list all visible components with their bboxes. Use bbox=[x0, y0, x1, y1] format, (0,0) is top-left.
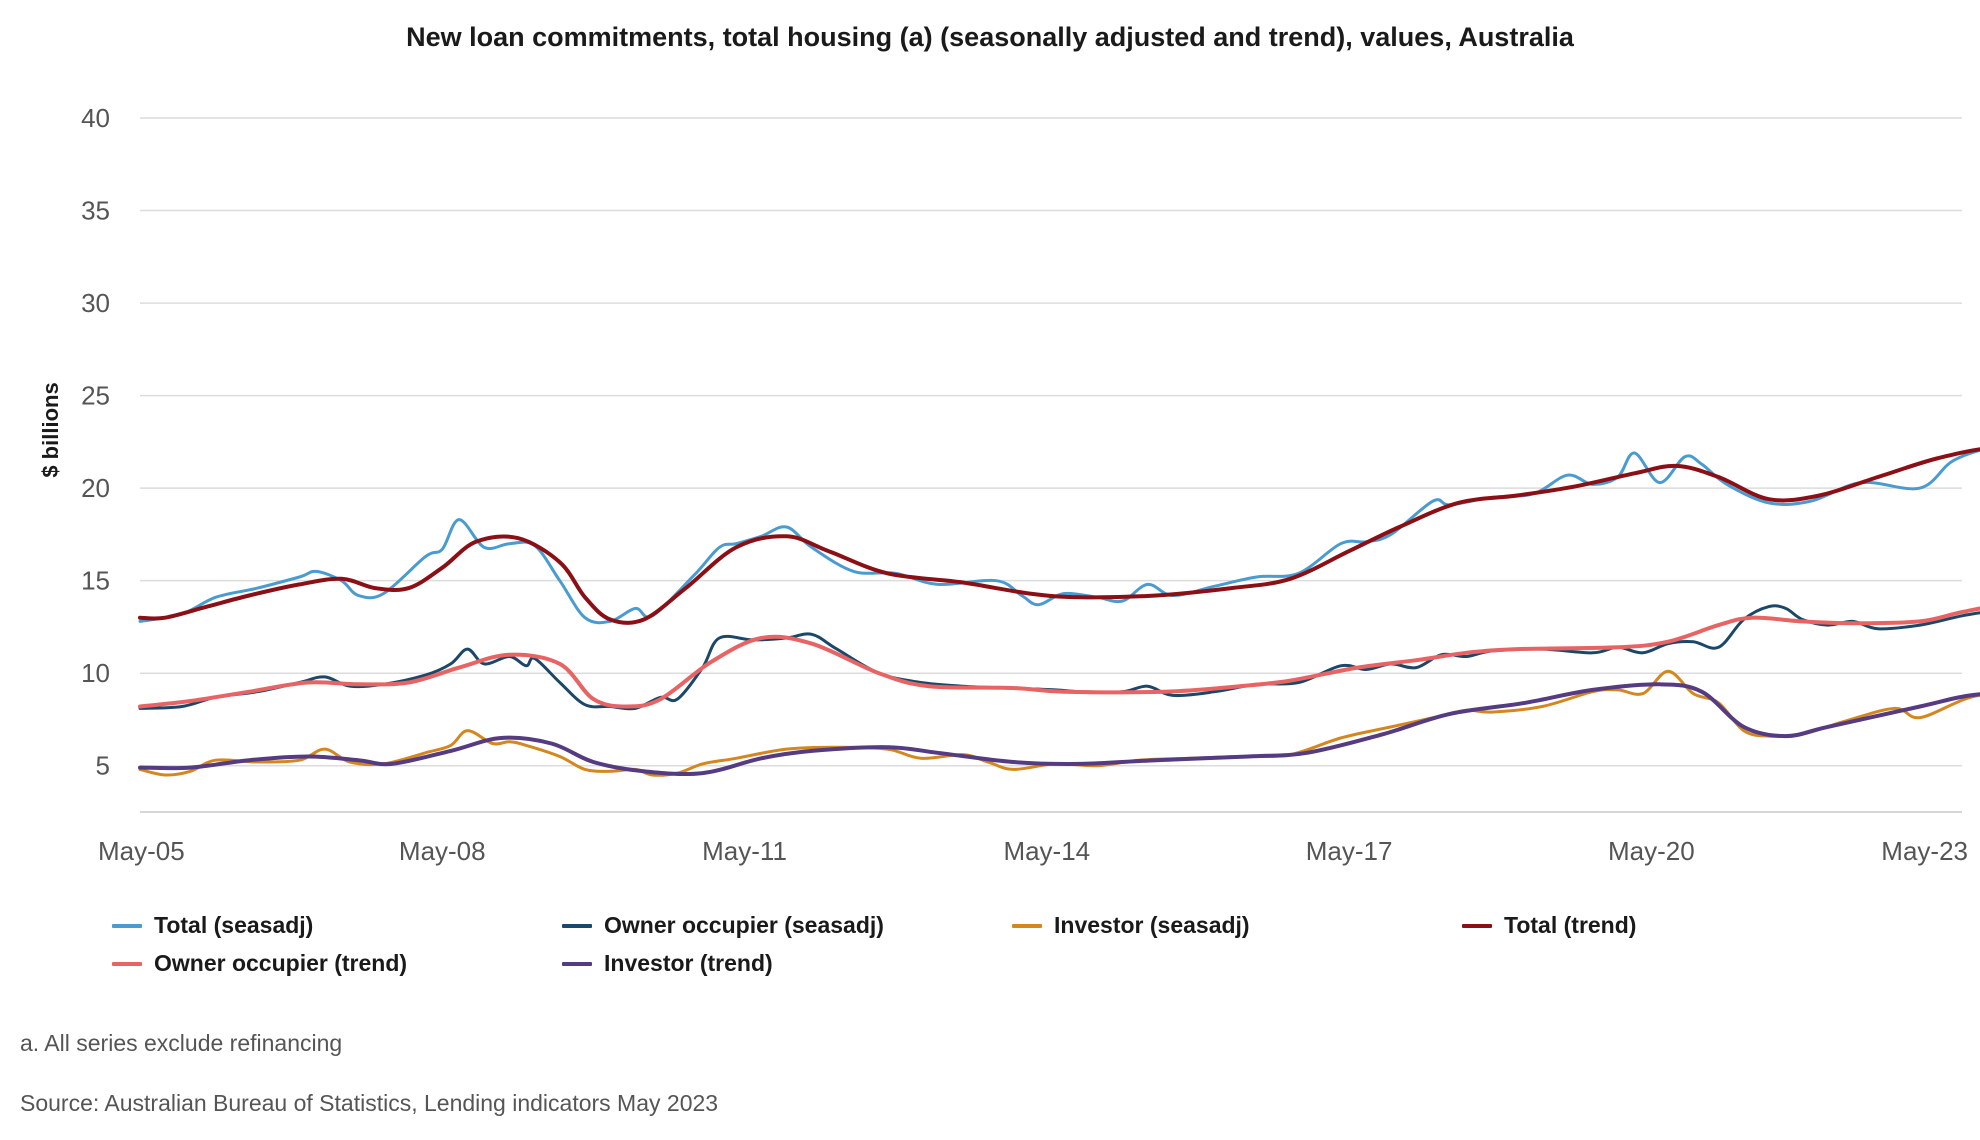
legend-label: Total (trend) bbox=[1504, 912, 1637, 938]
series-line-total-seasadj bbox=[138, 448, 1980, 625]
x-tick-label: May-08 bbox=[399, 836, 486, 866]
legend-item: Total (trend) bbox=[1462, 912, 1636, 939]
legend-label: Owner occupier (trend) bbox=[154, 950, 408, 976]
legend-label: Investor (seasadj) bbox=[1054, 912, 1250, 938]
x-tick-label: May-11 bbox=[702, 836, 787, 866]
series-line-owner-occupier-seasadj bbox=[138, 604, 1980, 711]
legend-label: Total (seasadj) bbox=[154, 912, 314, 938]
series-line-investor-trend bbox=[138, 682, 1980, 776]
legend-label: Owner occupier (seasadj) bbox=[604, 912, 884, 938]
legend-swatch bbox=[562, 961, 592, 966]
legend-swatch bbox=[1012, 923, 1042, 928]
y-tick-label: 20 bbox=[81, 473, 110, 503]
y-tick-label: 35 bbox=[81, 196, 110, 226]
legend-item: Owner occupier (seasadj) bbox=[562, 912, 884, 939]
legend-item: Investor (seasadj) bbox=[1012, 912, 1250, 939]
axes: 5 10 15 20 25 30 35 40 May-05 May-08 May-11 May-14 M… bbox=[38, 103, 1968, 866]
legend-swatch bbox=[112, 961, 142, 966]
source-note: Source: Australian Bureau of Statistics,… bbox=[20, 1090, 719, 1116]
y-tick-label: 25 bbox=[81, 381, 110, 411]
x-tick-label: May-17 bbox=[1306, 836, 1393, 866]
y-tick-label: 40 bbox=[81, 103, 110, 133]
gridlines bbox=[140, 117, 1962, 767]
y-tick-label: 30 bbox=[81, 288, 110, 318]
x-tick-label: May-14 bbox=[1003, 836, 1090, 866]
footnote: a. All series exclude refinancing bbox=[20, 1030, 343, 1056]
series-line-total-trend bbox=[138, 447, 1980, 625]
series-lines bbox=[138, 447, 1980, 777]
x-tick-label: May-23 bbox=[1881, 836, 1968, 866]
series-line-owner-occupier-trend bbox=[138, 606, 1980, 709]
legend-label: Investor (trend) bbox=[604, 950, 773, 976]
legend-item: Investor (trend) bbox=[562, 950, 773, 977]
x-tick-label: May-05 bbox=[98, 836, 185, 866]
y-tick-label: 5 bbox=[96, 751, 110, 781]
legend-swatch bbox=[112, 923, 142, 928]
chart-title: New loan commitments, total housing (a) … bbox=[406, 22, 1574, 52]
series-line-investor-seasadj bbox=[138, 669, 1980, 777]
y-tick-label: 15 bbox=[81, 566, 110, 596]
legend-item: Total (seasadj) bbox=[112, 912, 313, 939]
y-tick-label: 10 bbox=[81, 658, 110, 688]
x-tick-label: May-20 bbox=[1608, 836, 1695, 866]
legend-item: Owner occupier (trend) bbox=[112, 950, 407, 977]
legend-swatch bbox=[562, 923, 592, 928]
legend-swatch bbox=[1462, 923, 1492, 928]
y-axis-title: $ billions bbox=[38, 382, 63, 477]
